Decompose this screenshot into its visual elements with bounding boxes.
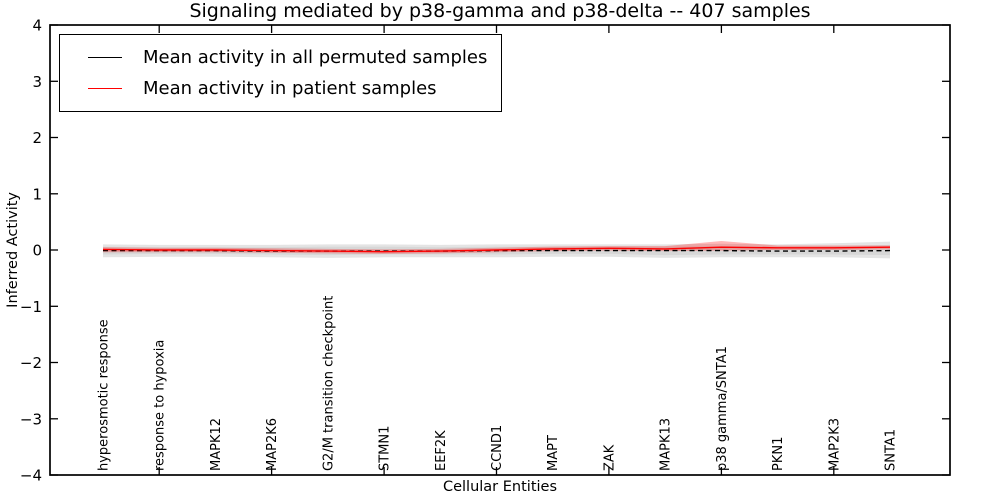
x-tick-label: p38 gamma/SNTA1 <box>715 346 730 471</box>
x-tick-label: ZAK <box>602 444 617 471</box>
x-tick-label: response to hypoxia <box>153 340 168 471</box>
x-tick-label: EEF2K <box>434 430 449 471</box>
x-axis-label: Cellular Entities <box>442 479 558 495</box>
y-tick-label: −2 <box>20 354 42 372</box>
x-tick-label: STMN1 <box>378 426 393 471</box>
legend-label-permuted: Mean activity in all permuted samples <box>143 47 488 68</box>
legend-item-permuted: Mean activity in all permuted samples <box>60 42 487 73</box>
x-tick-label: PKN1 <box>771 437 786 471</box>
x-tick-label: MAP2K6 <box>265 418 280 471</box>
legend-line-patient-icon <box>88 88 122 89</box>
x-tick-label: MAPK12 <box>209 418 224 471</box>
y-tick-label: 1 <box>32 185 42 203</box>
x-tick-label: CCND1 <box>490 425 505 471</box>
x-tick-label: MAPT <box>546 435 561 471</box>
series-line-patient <box>102 246 891 253</box>
y-tick-label: 4 <box>32 17 42 35</box>
y-tick-label: −4 <box>20 467 42 485</box>
y-tick-label: 2 <box>32 129 42 147</box>
legend: Mean activity in all permuted samples Me… <box>59 34 503 112</box>
x-tick-label: MAP2K3 <box>827 418 842 471</box>
y-tick-label: −3 <box>20 410 42 428</box>
x-tick-label: SNTA1 <box>884 429 899 471</box>
x-tick-label: MAPK13 <box>659 418 674 471</box>
y-tick-label: 0 <box>32 242 42 260</box>
x-tick-label: hyperosmotic response <box>97 319 112 471</box>
legend-item-patient: Mean activity in patient samples <box>60 73 487 104</box>
chart-title: Signaling mediated by p38-gamma and p38-… <box>189 0 811 22</box>
x-tick-label: G2/M transition checkpoint <box>321 296 336 471</box>
legend-line-permuted-icon <box>88 57 122 58</box>
y-tick-label: −1 <box>20 298 42 316</box>
y-tick-label: 3 <box>32 73 42 91</box>
legend-label-patient: Mean activity in patient samples <box>143 78 437 99</box>
